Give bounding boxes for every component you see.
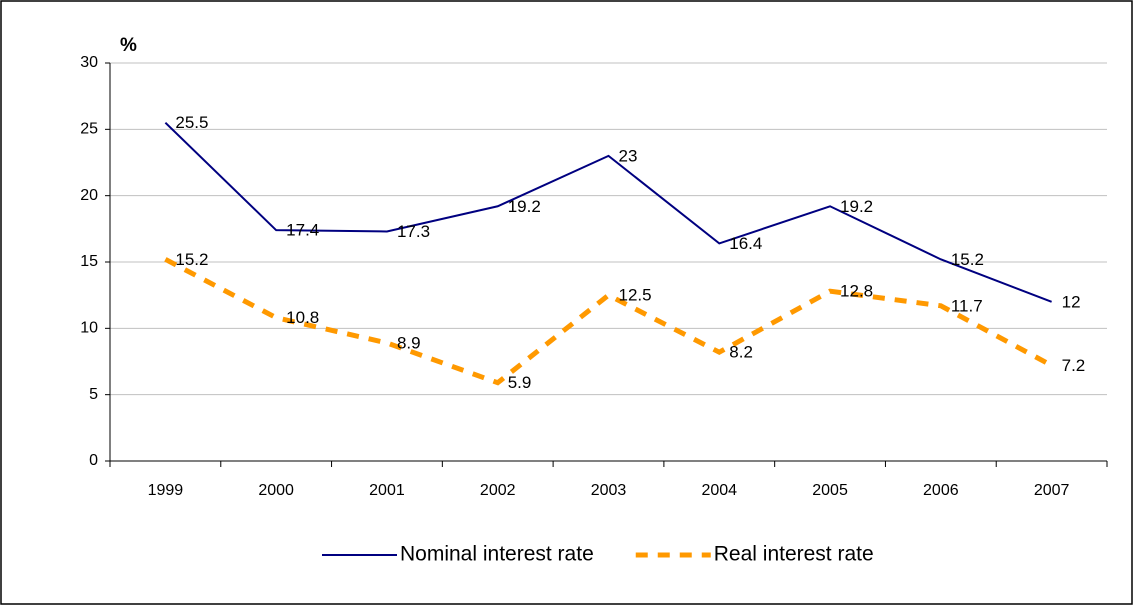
y-tick-label: 0	[89, 452, 98, 469]
y-tick-label: 10	[80, 320, 98, 337]
series-line	[164, 121, 1052, 303]
y-tick-label: 20	[80, 187, 98, 204]
y-axis-label: %	[120, 35, 137, 56]
y-tick-label: 25	[80, 121, 98, 138]
data-label: 23	[619, 146, 638, 165]
data-label: 8.2	[729, 343, 753, 362]
x-tick-label: 2000	[258, 482, 294, 499]
data-label: 15.2	[175, 250, 208, 269]
legend-label: Nominal interest rate	[400, 543, 594, 566]
x-tick-label: 2002	[480, 482, 516, 499]
data-label: 19.2	[840, 197, 873, 216]
data-label: 16.4	[729, 234, 762, 253]
data-label: 12	[1062, 292, 1081, 311]
y-tick-label: 30	[80, 54, 98, 71]
data-label: 12.5	[619, 286, 652, 305]
legend-label: Real interest rate	[714, 543, 874, 566]
data-label: 5.9	[508, 373, 532, 392]
data-label: 10.8	[286, 308, 319, 327]
data-label: 15.2	[951, 250, 984, 269]
x-tick-label: 2005	[812, 482, 848, 499]
data-label: 7.2	[1062, 356, 1086, 375]
series-line	[164, 257, 1053, 386]
x-tick-label: 2004	[701, 482, 737, 499]
data-label: 11.7	[951, 296, 983, 315]
x-tick-label: 2006	[923, 482, 959, 499]
x-tick-label: 2003	[591, 482, 627, 499]
y-tick-label: 5	[89, 386, 98, 403]
data-label: 25.5	[175, 113, 208, 132]
data-label: 17.4	[286, 221, 319, 240]
x-tick-label: 1999	[148, 482, 184, 499]
y-tick-label: 15	[80, 253, 98, 270]
data-label: 8.9	[397, 333, 421, 352]
data-label: 19.2	[508, 197, 541, 216]
data-label: 17.3	[397, 222, 430, 241]
x-tick-label: 2007	[1034, 482, 1070, 499]
data-label: 12.8	[840, 282, 873, 301]
x-tick-label: 2001	[369, 482, 405, 499]
